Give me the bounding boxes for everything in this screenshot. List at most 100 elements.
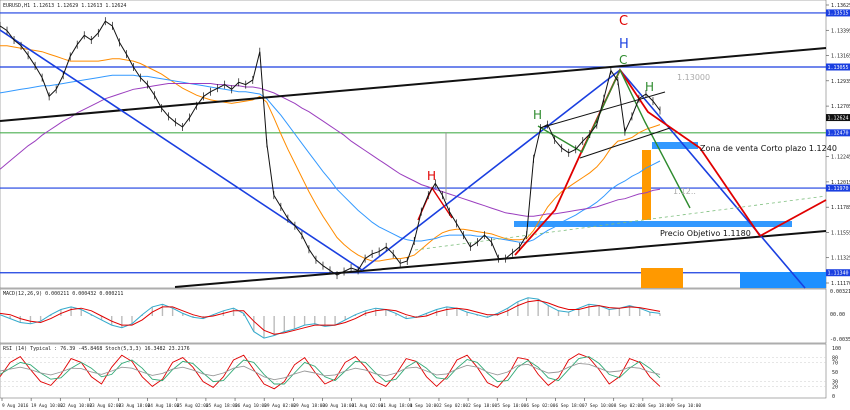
rsi-tick-label: 50 (832, 370, 838, 376)
rsi-panel-frame (0, 343, 827, 399)
price-tick-label: 1.13625 (831, 3, 850, 9)
time-tick-label: 8 Sep 02:00 (614, 403, 643, 409)
sky-block (740, 272, 826, 288)
time-tick-label: 23 Aug 18:00 (119, 403, 151, 409)
upper-channel-line (0, 47, 827, 122)
upper-wedge-line (539, 91, 666, 129)
rsi-line (0, 362, 661, 381)
price-tick-label: 1.12245 (831, 155, 850, 161)
rsi-tick-label: 80 (832, 356, 838, 362)
letter-h-blue: H (619, 37, 629, 52)
level-label-upper: 1.13000 (677, 73, 710, 82)
price-panel-frame (0, 0, 827, 289)
time-tick-label: 24 Aug 10:00 (148, 403, 180, 409)
price-tag-label: 1.12470 (828, 131, 849, 137)
moving-averages (0, 45, 661, 262)
rsi-guides (0, 357, 826, 387)
price-tick-label: 1.11170 (831, 281, 850, 287)
macd-lines (0, 297, 661, 339)
time-tick-label: 29 Aug 18:00 (293, 403, 325, 409)
letter-h-red: H (427, 169, 436, 183)
price-tag-box (826, 9, 850, 17)
time-tick-label: 23 Aug 02:00 (89, 403, 121, 409)
time-tick-label: 9 Sep 10:00 (672, 403, 701, 409)
green-pattern-line (537, 68, 691, 209)
macd-tick-label: -0.00351 (830, 337, 850, 343)
price-tick-label: 1.13165 (831, 54, 850, 60)
price-tag-label: 1.13055 (828, 65, 849, 71)
time-tick-label: 25 Aug 02:00 (177, 403, 209, 409)
macd-main-line (0, 297, 661, 339)
letter-h-green-right: H (645, 80, 654, 94)
time-tick-label: 25 Aug 18:00 (206, 403, 238, 409)
time-tick-label: 6 Sep 18:00 (555, 403, 584, 409)
price-tag-label: 1.11970 (828, 186, 849, 192)
orange-projection-bar (642, 150, 651, 220)
time-tick-label: 29 Aug 02:00 (264, 403, 296, 409)
macd-tick-label: 00.00 (830, 312, 845, 318)
macd-label: MACD(12,26,9) 0.000211 0.000432 0.000211 (3, 291, 123, 297)
ma-long-line (0, 83, 661, 217)
time-tick-label: 26 Aug 10:00 (235, 403, 267, 409)
price-tag-box (826, 184, 850, 192)
macd-panel-frame (0, 288, 827, 344)
rsi-tick-label: 100 (832, 346, 841, 352)
price-tick-label: 1.11325 (831, 256, 850, 262)
price-tag-box (826, 269, 850, 277)
level-label-lower: 1.12.. (673, 187, 696, 196)
target-zone-box (514, 221, 792, 227)
price-tick-label: 1.12935 (831, 79, 850, 85)
price-tick-label: 1.12015 (831, 180, 850, 186)
red-extension-line (759, 199, 827, 237)
orange-block (641, 268, 683, 288)
price-tag-box (826, 114, 850, 122)
rsi-tick-label: 70 (832, 360, 838, 366)
time-tick-label: 5 Sep 10:00 (497, 403, 526, 409)
rsi-panel: RSI (14) Typical : 76.39 -45.8468 Stoch(… (0, 343, 827, 399)
letter-h-green-left: H (533, 108, 542, 122)
price-tick-label: 1.11785 (831, 205, 850, 211)
ma-fast-line (0, 45, 661, 262)
blue-down-trendline (0, 29, 363, 271)
time-tick-label: 1 Sep 10:00 (410, 403, 439, 409)
lower-wedge-line (579, 127, 671, 159)
blue-up-trendline (361, 69, 621, 271)
horizontal-levels (0, 12, 826, 274)
price-tag-label: 1.11340 (828, 271, 849, 277)
macd-panel: MACD(12,26,9) 0.000211 0.000432 0.000211 (0, 288, 827, 344)
macd-tick-label: 0.00321 (830, 289, 850, 295)
price-tag-label: 1.12624 (828, 115, 849, 121)
target-label: Precio Objetivo 1.1180 (660, 229, 751, 238)
rsi-lines (0, 353, 661, 390)
price-tags: 1.13515 1.13055 1.12624 1.12470 1.11970 1.113… (826, 9, 850, 277)
time-tick-label: 19 Aug 10:00 (31, 403, 63, 409)
letter-c-red: C (619, 14, 628, 29)
rsi-tick-label: 20 (832, 384, 838, 390)
blue-projection-line (619, 69, 806, 289)
time-tick-label: 31 Aug 18:00 (381, 403, 413, 409)
macd-signal-line (0, 299, 661, 335)
price-tick-label: 1.13395 (831, 28, 850, 34)
ma-slow-line (0, 74, 661, 243)
time-tick-label: 22 Aug 10:00 (60, 403, 92, 409)
time-tick-label: 31 Aug 02:00 (352, 403, 384, 409)
letter-c-green: C (619, 53, 627, 67)
price-tag-box (826, 129, 850, 137)
stoch-k-line (0, 353, 661, 390)
price-tag-label: 1.13515 (828, 11, 849, 17)
price-tick-label: 1.11555 (831, 230, 850, 236)
stoch-d-line (0, 356, 661, 385)
time-tick-label: 9 Aug 2016 (2, 403, 29, 409)
price-panel: C H C H H H 1.13000 1.12.. Zona de venta… (0, 0, 837, 289)
time-tick-label: 2 Sep 02:00 (439, 403, 468, 409)
rsi-tick-label: 30 (832, 380, 838, 386)
time-tick-label: 6 Sep 02:00 (526, 403, 555, 409)
sell-zone-box (652, 142, 698, 149)
price-tick-label: 1.12705 (831, 104, 850, 110)
symbol-header: EURUSD,H1 1.12613 1.12629 1.12613 1.1262… (3, 3, 126, 9)
time-tick-label: 2 Sep 18:00 (468, 403, 497, 409)
rsi-tick-label: 0 (832, 394, 835, 400)
